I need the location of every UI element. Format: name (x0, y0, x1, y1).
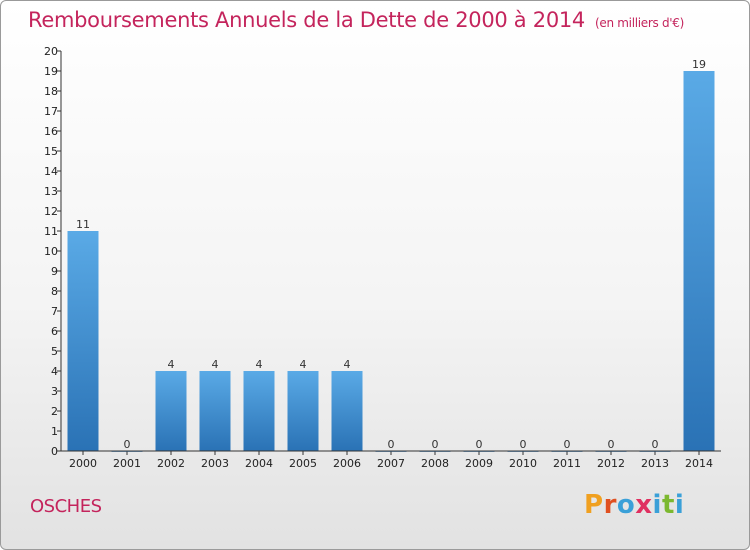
y-tick-label: 19 (44, 65, 58, 78)
y-tick-label: 6 (51, 325, 58, 338)
x-tick-label: 2001 (113, 457, 141, 470)
y-tick-label: 5 (51, 345, 58, 358)
bar-2000 (67, 231, 99, 451)
logo-letter: o (616, 490, 636, 520)
logo-letter: t (661, 490, 675, 520)
y-tick-label: 10 (44, 245, 58, 258)
x-tick-label: 2003 (201, 457, 229, 470)
bar-2005 (287, 371, 319, 451)
y-tick-label: 9 (51, 265, 58, 278)
chart-unit: (en milliers d'€) (595, 16, 685, 30)
bar-value-label: 0 (124, 438, 131, 451)
city-name: OSCHES (30, 496, 102, 517)
bar-2006 (331, 371, 363, 451)
x-tick-label: 2010 (509, 457, 537, 470)
y-tick-label: 18 (44, 85, 58, 98)
x-tick-label: 2000 (69, 457, 97, 470)
y-tick-label: 16 (44, 125, 58, 138)
y-tick-label: 0 (51, 445, 58, 458)
y-tick-label: 7 (51, 305, 58, 318)
bar-2003 (199, 371, 231, 451)
bar-value-label: 0 (432, 438, 439, 451)
x-tick-label: 2004 (245, 457, 273, 470)
y-tick-label: 12 (44, 205, 58, 218)
bar-value-label: 19 (692, 58, 706, 71)
bar-value-label: 4 (168, 358, 175, 371)
y-tick-label: 14 (44, 165, 58, 178)
x-tick-label: 2006 (333, 457, 361, 470)
bar-value-label: 0 (564, 438, 571, 451)
y-tick-label: 15 (44, 145, 58, 158)
y-tick-label: 11 (44, 225, 58, 238)
y-tick-label: 13 (44, 185, 58, 198)
x-tick-label: 2008 (421, 457, 449, 470)
bar-value-label: 0 (388, 438, 395, 451)
logo-letter: r (603, 490, 617, 520)
logo-letter: i (674, 490, 685, 520)
x-tick-label: 2012 (597, 457, 625, 470)
bar-2004 (243, 371, 275, 451)
bar-value-label: 4 (256, 358, 263, 371)
chart-title: Remboursements Annuels de la Dette de 20… (28, 8, 684, 32)
x-tick-label: 2013 (641, 457, 669, 470)
y-tick-label: 8 (51, 285, 58, 298)
bar-value-label: 0 (608, 438, 615, 451)
x-tick-label: 2005 (289, 457, 317, 470)
x-tick-label: 2002 (157, 457, 185, 470)
bar-value-label: 4 (212, 358, 219, 371)
x-tick-label: 2009 (465, 457, 493, 470)
bar-value-label: 4 (344, 358, 351, 371)
y-tick-label: 2 (51, 405, 58, 418)
y-tick-label: 1 (51, 425, 58, 438)
bar-value-label: 4 (300, 358, 307, 371)
x-tick-label: 2007 (377, 457, 405, 470)
y-tick-label: 20 (44, 45, 58, 58)
bar-2014 (683, 71, 715, 451)
bar-value-label: 11 (76, 218, 90, 231)
logo-letter: i (652, 490, 662, 520)
y-tick-label: 4 (51, 365, 58, 378)
x-tick-label: 2011 (553, 457, 581, 470)
proxiti-logo: Proxiti (584, 490, 684, 520)
logo-letter: x (635, 490, 653, 520)
logo-letter: P (584, 490, 604, 520)
bar-2002 (155, 371, 187, 451)
bar-value-label: 0 (476, 438, 483, 451)
bar-value-label: 0 (652, 438, 659, 451)
y-tick-label: 17 (44, 105, 58, 118)
chart-title-text: Remboursements Annuels de la Dette de 20… (28, 8, 585, 32)
x-tick-label: 2014 (685, 457, 713, 470)
bar-value-label: 0 (520, 438, 527, 451)
y-tick-label: 3 (51, 385, 58, 398)
